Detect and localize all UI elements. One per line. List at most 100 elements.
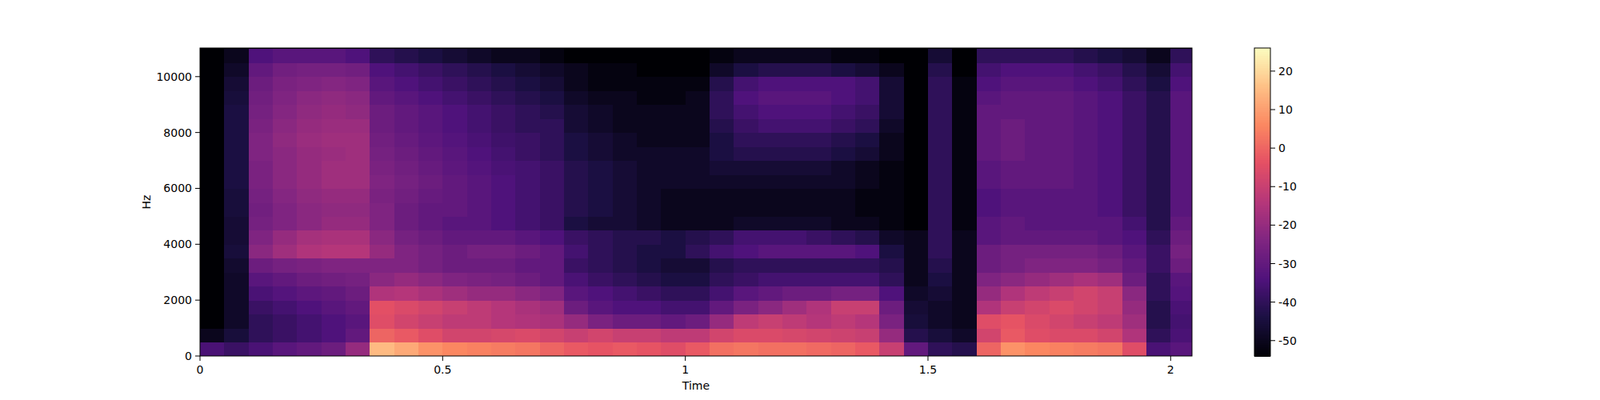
cell xyxy=(1146,244,1172,259)
cell xyxy=(200,62,225,77)
cell xyxy=(952,62,977,77)
cell xyxy=(418,272,444,287)
cell xyxy=(952,216,977,231)
cell xyxy=(1146,48,1172,64)
cell xyxy=(1049,216,1075,231)
cell xyxy=(831,216,856,231)
cell xyxy=(733,62,759,77)
cell xyxy=(904,62,929,77)
cell xyxy=(394,174,420,189)
cell xyxy=(1146,328,1172,343)
cell xyxy=(928,244,953,259)
cell xyxy=(515,216,540,231)
cell xyxy=(345,76,371,92)
cell xyxy=(394,216,420,231)
cell xyxy=(855,342,880,356)
cell xyxy=(442,146,468,161)
cell xyxy=(733,272,759,287)
cell xyxy=(1049,132,1075,148)
cell xyxy=(491,146,516,161)
cell xyxy=(467,244,492,259)
cell xyxy=(685,160,711,176)
cell xyxy=(733,48,759,64)
cell xyxy=(345,286,371,301)
cell xyxy=(660,146,686,161)
cell xyxy=(1146,76,1172,92)
cell xyxy=(1122,104,1148,120)
cell xyxy=(1049,342,1075,356)
cell xyxy=(928,188,953,203)
colorbar-tick xyxy=(1270,301,1276,303)
cell xyxy=(831,104,856,120)
cell xyxy=(418,314,444,329)
cell xyxy=(831,76,856,92)
cell xyxy=(1097,76,1123,92)
cell xyxy=(224,216,249,231)
cell xyxy=(296,300,322,315)
cell xyxy=(782,118,808,133)
cell xyxy=(321,342,347,356)
cell xyxy=(588,314,613,329)
cell xyxy=(296,314,322,329)
cell xyxy=(442,76,468,92)
cell xyxy=(467,132,492,148)
cell xyxy=(1122,62,1148,77)
cell xyxy=(248,230,274,245)
cell xyxy=(418,160,444,176)
cell xyxy=(660,118,686,133)
cell xyxy=(928,216,953,231)
cell xyxy=(879,118,904,133)
cell xyxy=(248,174,274,189)
cell xyxy=(612,272,638,287)
cell xyxy=(369,174,395,189)
cell xyxy=(928,328,953,343)
cell xyxy=(806,216,832,231)
cell xyxy=(442,132,468,148)
cell xyxy=(952,76,977,92)
cell xyxy=(200,132,225,148)
cell xyxy=(952,286,977,301)
cell xyxy=(418,300,444,315)
y-tick xyxy=(195,244,200,245)
cell xyxy=(394,230,420,245)
cell xyxy=(879,272,904,287)
cell xyxy=(1049,62,1075,77)
cell xyxy=(831,188,856,203)
cell xyxy=(806,230,832,245)
cell xyxy=(782,216,808,231)
cell xyxy=(200,258,225,273)
cell xyxy=(1122,258,1148,273)
cell xyxy=(1024,104,1050,120)
cell xyxy=(879,188,904,203)
cell xyxy=(904,160,929,176)
cell xyxy=(442,230,468,245)
cell xyxy=(564,118,589,133)
cell xyxy=(200,174,225,189)
cell xyxy=(224,342,249,356)
cell xyxy=(1097,342,1123,356)
cell xyxy=(612,244,638,259)
cell xyxy=(345,300,371,315)
cell xyxy=(1170,244,1192,259)
cell xyxy=(1073,90,1099,105)
cell xyxy=(540,300,565,315)
cell xyxy=(782,104,808,120)
cell xyxy=(296,76,322,92)
cell xyxy=(976,272,1002,287)
cell xyxy=(1049,76,1075,92)
cell xyxy=(345,328,371,343)
cell xyxy=(321,104,347,120)
cell xyxy=(224,188,249,203)
cell xyxy=(1024,76,1050,92)
cell xyxy=(685,314,711,329)
colorbar-tick xyxy=(1270,263,1276,264)
x-tick xyxy=(442,356,444,361)
cell xyxy=(879,90,904,105)
cell xyxy=(976,48,1002,64)
cell xyxy=(1146,314,1172,329)
cell xyxy=(709,146,735,161)
cell xyxy=(588,272,613,287)
cell xyxy=(612,202,638,217)
cell xyxy=(612,104,638,120)
cell xyxy=(660,258,686,273)
